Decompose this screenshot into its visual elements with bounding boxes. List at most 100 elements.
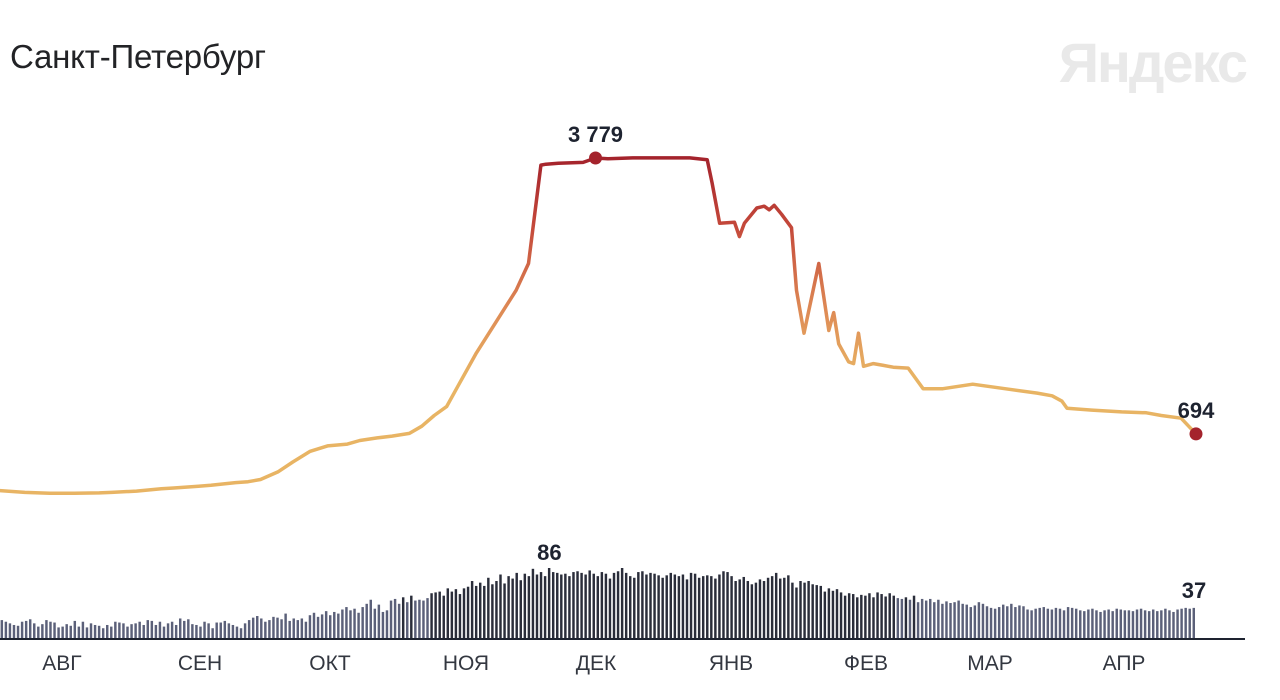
daily-bar [434,592,437,638]
daily-bar [750,584,754,638]
daily-bar [231,624,235,638]
daily-bar [945,601,948,638]
daily-bar [1180,608,1183,638]
daily-bar [580,572,583,638]
daily-bar [272,616,275,638]
daily-bar [385,610,389,638]
daily-bar [1083,611,1086,638]
daily-bar [1099,611,1102,638]
month-tick-label: НОЯ [443,652,489,675]
daily-bar [418,599,421,638]
daily-bar [1087,609,1090,638]
daily-bar [774,572,778,638]
daily-bar [16,625,20,638]
daily-bar [20,621,24,638]
daily-bar [1050,609,1054,638]
daily-bar [766,577,770,638]
daily-bar [726,572,729,638]
daily-bar [584,574,587,638]
daily-bar [320,614,324,638]
daily-bar [1095,610,1098,638]
daily-bar [65,624,68,638]
daily-bar [495,581,498,638]
daily-bar [629,576,632,638]
daily-bar [251,617,255,638]
daily-bar [1119,609,1123,638]
daily-bar [130,624,133,638]
daily-bar [479,582,482,638]
daily-bar [406,602,409,638]
daily-bar [166,623,170,638]
daily-bar [170,621,174,638]
daily-bar [138,621,141,638]
daily-bar [641,571,644,638]
daily-bar [531,568,535,638]
daily-bar [1127,610,1131,638]
daily-bar [612,572,616,638]
daily-bar [333,611,336,638]
daily-bar [843,595,847,638]
daily-bar [174,624,178,638]
daily-bar [839,592,843,638]
daily-bar [1184,607,1187,638]
daily-bar [122,623,125,638]
daily-bar [779,578,782,638]
daily-bar [276,617,279,638]
daily-bar [454,589,458,638]
daily-bar [260,618,263,638]
daily-bar [1172,611,1175,638]
daily-bar [746,581,750,638]
daily-bar [515,572,518,638]
daily-bar [243,623,247,638]
daily-bar [989,607,993,638]
daily-bar [357,612,360,638]
daily-bar [900,598,904,638]
daily-bar [1074,608,1078,638]
daily-bar [211,628,214,638]
daily-bar [1062,610,1066,638]
daily-bar [1026,609,1029,638]
daily-bar [162,626,166,638]
daily-bar [381,611,385,638]
daily-bar [284,613,287,638]
daily-bar [178,618,182,638]
daily-bar [37,626,40,638]
bar-max-label: 86 [537,540,561,565]
daily-bar [1030,610,1033,638]
daily-bar [118,622,121,638]
daily-bar [203,621,206,638]
daily-bar [933,602,936,638]
daily-bar [183,620,186,638]
daily-bar [576,571,579,638]
month-tick-label: ФЕВ [844,652,888,675]
daily-bar [268,620,271,638]
daily-bar [649,572,652,638]
daily-bar [754,582,758,638]
daily-bar [1103,610,1106,638]
daily-bar [12,624,16,638]
daily-bar [57,627,60,638]
daily-bar [645,574,648,638]
daily-bar [884,596,887,638]
daily-bar [239,628,243,638]
daily-bar [969,607,973,638]
daily-bar [462,588,466,638]
daily-bar [920,598,924,638]
daily-bar [543,576,547,638]
daily-bar [523,573,527,638]
daily-bar [762,581,766,638]
daily-bar [195,624,198,638]
daily-bar [997,607,1001,638]
daily-bar [803,582,806,638]
daily-bar [430,593,433,638]
daily-bar [1111,611,1114,638]
daily-bar [527,576,531,638]
daily-bar [316,616,320,638]
daily-bar [868,593,871,638]
daily-bar [888,593,891,638]
daily-bar [876,592,879,638]
daily-bar [916,602,920,638]
daily-bar [941,603,944,638]
daily-bar [97,625,101,638]
